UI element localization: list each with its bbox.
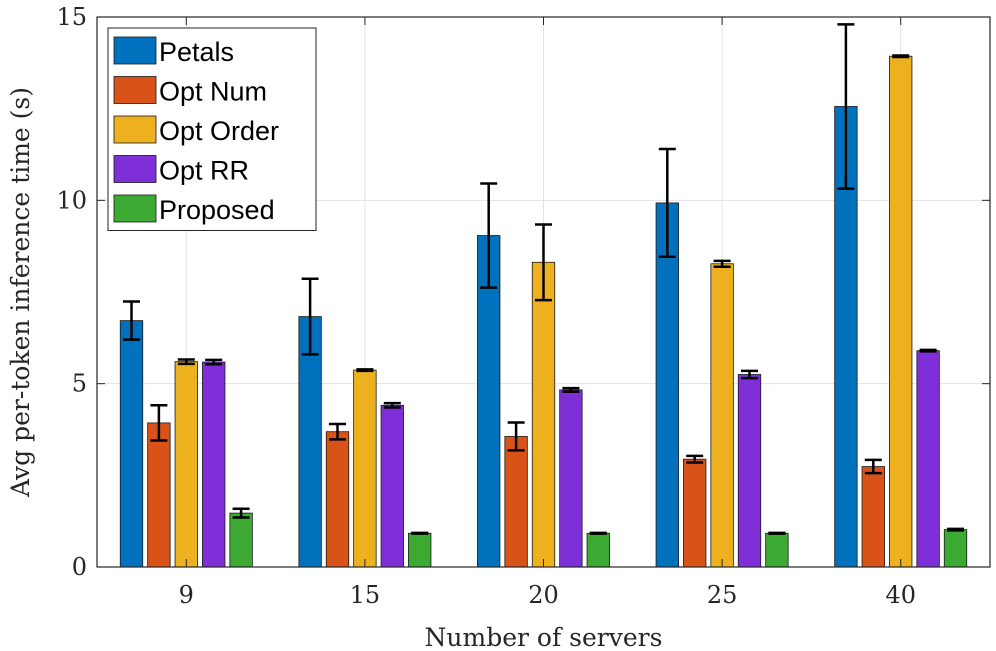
legend-label: Petals bbox=[159, 37, 234, 67]
x-tick-label: 9 bbox=[179, 581, 194, 609]
bar bbox=[353, 369, 377, 568]
bar bbox=[683, 458, 707, 568]
x-tick-label: 20 bbox=[528, 581, 559, 609]
bar bbox=[765, 532, 789, 568]
legend-swatch bbox=[113, 36, 157, 65]
bar bbox=[408, 532, 432, 568]
y-tick-label: 10 bbox=[56, 186, 87, 214]
x-tick-label: 15 bbox=[350, 581, 381, 609]
y-tick-label: 0 bbox=[72, 553, 87, 581]
x-tick-label: 25 bbox=[707, 581, 738, 609]
bar bbox=[916, 350, 940, 568]
y-tick-label: 5 bbox=[72, 370, 87, 398]
bar bbox=[380, 404, 404, 568]
bar bbox=[147, 422, 171, 568]
bar bbox=[559, 389, 583, 568]
bar bbox=[889, 55, 913, 568]
legend-swatch bbox=[113, 76, 157, 104]
legend-swatch bbox=[113, 155, 157, 183]
legend: Petals Opt Num Opt Order Opt RR Proposed bbox=[107, 27, 317, 231]
bar bbox=[174, 361, 198, 568]
bar bbox=[737, 374, 762, 568]
bar bbox=[710, 263, 734, 568]
bar bbox=[504, 436, 528, 568]
x-tick-label: 40 bbox=[885, 581, 916, 609]
bar bbox=[531, 261, 556, 568]
legend-swatch bbox=[113, 115, 157, 144]
bar bbox=[202, 361, 226, 568]
bar bbox=[229, 512, 253, 568]
tick-labels: 0 5 10 15 9 15 20 25 40 bbox=[56, 3, 990, 609]
bar bbox=[943, 529, 968, 568]
legend-label: Opt Order bbox=[159, 116, 279, 146]
legend-label: Opt RR bbox=[159, 156, 249, 186]
x-axis-title: Number of servers bbox=[425, 623, 663, 651]
legend-label: Proposed bbox=[159, 195, 275, 225]
bar bbox=[325, 431, 350, 568]
legend-swatch bbox=[113, 194, 157, 223]
bar bbox=[586, 532, 610, 568]
bar bbox=[119, 320, 144, 568]
y-tick-label: 15 bbox=[56, 3, 87, 31]
bar bbox=[861, 466, 885, 568]
y-axis-title: Avg per-token inference time (s) bbox=[6, 87, 35, 498]
legend-label: Opt Num bbox=[159, 77, 267, 107]
